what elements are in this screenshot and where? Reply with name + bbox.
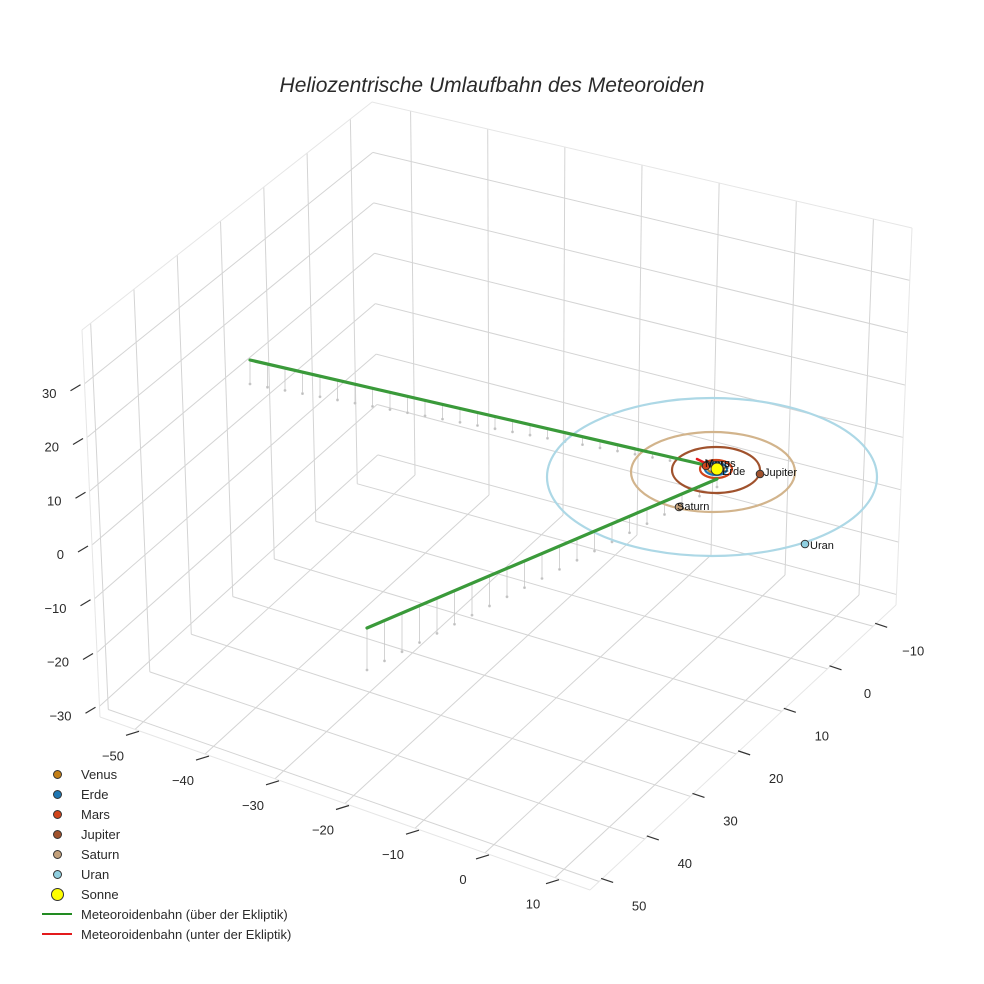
tick-label: 20 (769, 771, 783, 786)
body-label-jupiter: Jupiter (764, 467, 797, 479)
legend-item-jupiter[interactable]: Jupiter (40, 824, 291, 844)
red-line-icon (40, 933, 74, 935)
tick-label: −30 (242, 798, 264, 813)
legend: Venus Erde Mars Jupiter Saturn Uran Sonn… (40, 764, 291, 944)
legend-item-saturn[interactable]: Saturn (40, 844, 291, 864)
trajectory-above-segment (248, 358, 707, 467)
axis-ticks (70, 384, 888, 885)
tick-label: 0 (57, 547, 64, 562)
orbit-saturn (629, 430, 797, 514)
tick-label: −30 (49, 708, 71, 723)
body-label-saturn: Saturn (677, 501, 709, 513)
tick-label: −20 (47, 655, 69, 670)
planet-orbits (545, 396, 879, 558)
venus-marker-icon (40, 769, 74, 779)
tick-label: 0 (459, 872, 466, 887)
tick-label: 0 (864, 686, 871, 701)
legend-item-sonne[interactable]: Sonne (40, 884, 291, 904)
legend-item-erde[interactable]: Erde (40, 784, 291, 804)
tick-label: −10 (382, 847, 404, 862)
green-line-icon (40, 913, 74, 915)
body-jupiter-marker[interactable] (755, 469, 765, 479)
legend-item-uran[interactable]: Uran (40, 864, 291, 884)
sonne-marker-icon (40, 887, 74, 901)
tick-label: 40 (678, 856, 692, 871)
erde-marker-icon (40, 789, 74, 799)
axis-tick-labels: −50 −40 −30 −20 −10 0 10 −10 0 10 20 30 40 50 −30 −20 −1… (42, 386, 924, 914)
tick-label: −40 (172, 773, 194, 788)
legend-item-trajectory-above[interactable]: Meteoroidenbahn (über der Ekliptik) (40, 904, 291, 924)
jupiter-marker-icon (40, 829, 74, 839)
tick-label: −50 (102, 748, 124, 763)
trajectory-drop-lines (248, 360, 719, 672)
orbit-uran (545, 396, 879, 558)
tick-label: −20 (312, 823, 334, 838)
tick-label: 10 (815, 728, 829, 743)
legend-item-trajectory-below[interactable]: Meteoroidenbahn (unter der Ekliptik) (40, 924, 291, 944)
tick-label: 50 (632, 898, 646, 913)
tick-label: 10 (47, 493, 61, 508)
tick-label: 20 (45, 440, 59, 455)
body-uran-marker[interactable] (800, 539, 810, 549)
tick-label: −10 (902, 643, 924, 658)
body-saturn-marker[interactable] (674, 502, 684, 512)
body-mars-marker[interactable] (701, 461, 711, 471)
mars-marker-icon (40, 809, 74, 819)
chart-title: Heliozentrische Umlaufbahn des Meteoroid… (279, 74, 705, 97)
tick-label: 30 (42, 386, 56, 401)
uran-marker-icon (40, 869, 74, 879)
tick-label: −10 (44, 601, 66, 616)
legend-item-mars[interactable]: Mars (40, 804, 291, 824)
trajectory-above-segment (365, 477, 719, 630)
tick-label: 10 (526, 897, 540, 912)
tick-label: 30 (723, 813, 737, 828)
body-label-uran: Uran (810, 540, 834, 552)
saturn-marker-icon (40, 849, 74, 859)
body-sonne-marker[interactable] (710, 462, 724, 476)
legend-item-venus[interactable]: Venus (40, 764, 291, 784)
body-label-erde: Erde (722, 466, 745, 478)
